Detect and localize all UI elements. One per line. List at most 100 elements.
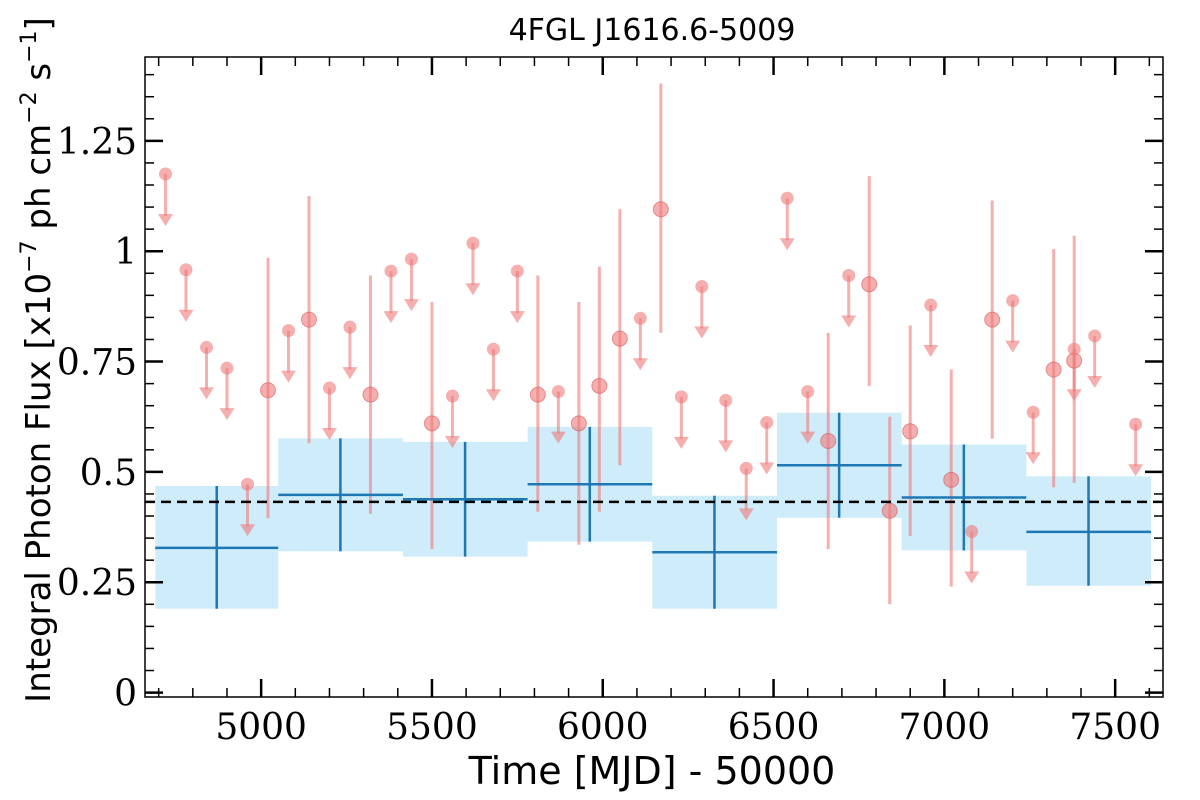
upper-limit-point-10 — [445, 389, 459, 403]
axes: 5000 5500 6000 6500 7000 7500 0 0.25 0.5 0.75 1 1.2… — [57, 56, 1164, 748]
y-tick-label-0: 0 — [114, 674, 137, 715]
y-axis-label-exp3: −1 — [17, 30, 42, 62]
upper-limit-arrow-25 — [964, 571, 980, 584]
upper-limit-point-2 — [199, 340, 213, 354]
y-axis-label-end: ] — [19, 17, 59, 30]
upper-limit-point-1 — [179, 263, 193, 277]
upper-limit-point-12 — [486, 342, 500, 356]
y-axis-label-mid: ph cm — [19, 124, 59, 241]
upper-limit-point-27 — [1026, 405, 1040, 419]
upper-limit-arrow-8 — [383, 311, 399, 324]
upper-limit-point-5 — [281, 324, 295, 338]
detection-point-6 — [591, 377, 608, 394]
y-axis-label-exp1: −7 — [17, 240, 42, 272]
upper-limit-arrow-19 — [738, 508, 754, 521]
y-tick-label-3: 0.75 — [57, 343, 137, 384]
detection-point-0 — [259, 382, 276, 399]
upper-limit-arrow-13 — [509, 311, 525, 324]
detection-point-3 — [423, 415, 440, 432]
x-tick-label-1: 5500 — [386, 707, 478, 748]
detection-point-7 — [611, 330, 628, 347]
y-tick-label-2: 0.5 — [80, 453, 137, 494]
y-axis-label: Integral Photon Flux [x10−7 ph cm−2 s−1] — [17, 17, 59, 703]
plot-frame — [144, 56, 1164, 698]
upper-limit-arrow-21 — [779, 238, 795, 251]
detection-point-8 — [652, 201, 669, 218]
detection-point-1 — [300, 311, 317, 328]
upper-limit-arrow-0 — [157, 213, 173, 226]
upper-limit-arrow-4 — [239, 524, 255, 537]
detection-point-12 — [902, 423, 919, 440]
detection-point-10 — [861, 276, 878, 293]
detection-point-13 — [943, 471, 960, 488]
upper-limit-arrow-2 — [198, 387, 214, 400]
upper-limit-point-17 — [695, 280, 709, 294]
upper-limit-arrow-28 — [1066, 389, 1082, 402]
upper-limit-arrow-27 — [1025, 452, 1041, 465]
upper-limit-point-24 — [924, 298, 938, 312]
upper-limit-point-14 — [551, 385, 565, 399]
upper-limit-arrow-20 — [759, 462, 775, 475]
upper-limit-arrow-3 — [219, 408, 235, 421]
upper-limit-point-16 — [674, 390, 688, 404]
upper-limit-arrow-26 — [1005, 340, 1021, 353]
upper-limit-point-30 — [1129, 417, 1143, 431]
detection-point-2 — [362, 386, 379, 403]
upper-limit-arrow-1 — [178, 309, 194, 322]
detection-point-15 — [1045, 361, 1062, 378]
upper-limit-point-9 — [404, 252, 418, 266]
upper-limit-arrow-16 — [673, 436, 689, 449]
upper-limit-point-11 — [466, 236, 480, 250]
upper-limit-arrow-9 — [403, 299, 419, 312]
upper-limit-arrow-10 — [444, 435, 460, 448]
upper-limit-arrow-24 — [923, 345, 939, 358]
upper-limit-arrow-17 — [694, 326, 710, 339]
detection-point-11 — [881, 502, 898, 519]
detection-point-5 — [570, 415, 587, 432]
upper-limit-point-26 — [1006, 294, 1020, 308]
upper-limit-point-23 — [842, 268, 856, 282]
upper-limit-point-18 — [719, 393, 733, 407]
y-tick-label-4: 1 — [114, 232, 137, 273]
x-tick-label-4: 7000 — [899, 707, 991, 748]
upper-limit-arrow-23 — [841, 315, 857, 328]
y-axis-label-main: Integral Photon Flux [x10 — [19, 273, 59, 703]
upper-limit-point-13 — [510, 264, 524, 278]
upper-limit-point-8 — [384, 264, 398, 278]
upper-limit-point-7 — [343, 320, 357, 334]
x-axis-label: Time [MJD] - 50000 — [468, 749, 836, 793]
upper-limit-arrow-5 — [280, 370, 296, 383]
upper-limit-point-21 — [780, 191, 794, 205]
upper-limit-arrow-15 — [632, 358, 648, 371]
detection-point-14 — [984, 311, 1001, 328]
upper-limit-arrow-14 — [550, 431, 566, 444]
plot-area — [145, 83, 1163, 609]
y-tick-label-5: 1.25 — [57, 122, 137, 163]
upper-limit-point-15 — [633, 311, 647, 325]
upper-limit-point-19 — [739, 461, 753, 475]
x-tick-label-2: 6000 — [557, 707, 649, 748]
chart-title: 4FGL J1616.6-5009 — [509, 13, 796, 48]
upper-limit-point-25 — [965, 524, 979, 538]
y-axis-label-exp2: −2 — [17, 91, 42, 123]
y-tick-label-1: 0.25 — [57, 563, 137, 604]
upper-limit-arrow-11 — [465, 283, 481, 296]
upper-limit-arrow-6 — [321, 428, 337, 441]
upper-limit-point-28 — [1067, 342, 1081, 356]
detection-point-9 — [820, 433, 837, 449]
upper-limit-point-20 — [760, 415, 774, 429]
x-tick-label-5: 7500 — [1069, 707, 1161, 748]
upper-limit-arrow-29 — [1087, 375, 1103, 388]
upper-limit-arrow-7 — [342, 367, 358, 380]
upper-limit-point-0 — [158, 167, 172, 181]
upper-limit-point-22 — [801, 385, 815, 399]
upper-limit-arrow-30 — [1128, 464, 1144, 477]
y-axis-label-mid2: s — [19, 63, 59, 92]
upper-limit-arrow-12 — [485, 389, 501, 402]
upper-limit-point-3 — [220, 361, 234, 375]
upper-limit-arrow-18 — [718, 440, 734, 453]
x-tick-label-0: 5000 — [215, 707, 307, 748]
upper-limit-point-4 — [240, 477, 254, 491]
detection-point-4 — [529, 386, 546, 403]
